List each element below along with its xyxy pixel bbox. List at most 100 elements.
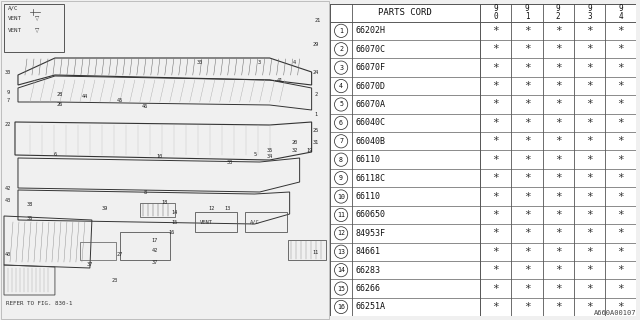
Text: *: * [617,210,624,220]
Text: *: * [586,228,593,238]
Text: *: * [492,100,499,109]
Text: *: * [492,155,499,165]
Text: 2: 2 [339,46,343,52]
Text: *: * [492,118,499,128]
Text: *: * [492,173,499,183]
Text: *: * [492,228,499,238]
Text: 23: 23 [112,277,118,283]
Text: 10: 10 [157,155,163,159]
Text: *: * [586,302,593,312]
Text: 8: 8 [143,189,147,195]
Text: 5: 5 [339,101,343,108]
Text: 37: 37 [87,262,93,268]
Bar [4,4,64,52]
Text: 44: 44 [82,93,88,99]
Text: *: * [492,284,499,293]
Text: *: * [555,228,561,238]
Text: *: * [524,26,531,36]
Text: 20: 20 [291,140,298,145]
Text: 14: 14 [337,267,345,273]
Text: 84661: 84661 [356,247,381,256]
Text: *: * [492,26,499,36]
Text: 45: 45 [116,98,123,102]
Text: *: * [492,81,499,91]
Text: VENT: VENT [8,28,22,33]
Text: *: * [586,26,593,36]
Text: 3: 3 [339,65,343,71]
Text: *: * [555,173,561,183]
Text: *: * [492,63,499,73]
Text: 30: 30 [5,69,11,75]
Text: *: * [555,136,561,146]
Text: *: * [617,247,624,257]
Text: *: * [524,118,531,128]
Text: *: * [524,100,531,109]
Text: *: * [617,228,624,238]
Text: 34: 34 [266,155,273,159]
Text: *: * [555,210,561,220]
Text: 17: 17 [152,237,158,243]
Text: 66110: 66110 [356,155,381,164]
Bar [244,212,287,232]
Text: 41: 41 [276,77,283,83]
Text: *: * [524,302,531,312]
Text: 5: 5 [253,153,256,157]
Text: VENT: VENT [8,16,22,21]
Text: *: * [524,136,531,146]
Text: *: * [524,228,531,238]
Text: ▽: ▽ [35,28,39,33]
Text: *: * [617,136,624,146]
Text: 66266: 66266 [356,284,381,293]
Text: 32: 32 [291,148,298,153]
Text: 66283: 66283 [356,266,381,275]
Text: 8: 8 [339,157,343,163]
Text: *: * [586,136,593,146]
Text: *: * [555,191,561,202]
Text: 66118C: 66118C [356,173,386,183]
Bar [80,242,116,260]
Text: 9
4: 9 4 [618,4,623,21]
Text: 66070F: 66070F [356,63,386,72]
Text: *: * [555,118,561,128]
Bar [140,203,175,217]
Text: PARTS CORD: PARTS CORD [378,8,432,17]
Text: 36: 36 [27,215,33,220]
Text: *: * [524,173,531,183]
Text: *: * [617,302,624,312]
Text: *: * [492,247,499,257]
Text: 35: 35 [266,148,273,153]
Text: 22: 22 [5,123,11,127]
Text: REFER TO FIG. 830-1: REFER TO FIG. 830-1 [6,301,72,306]
Bar [120,232,170,260]
Text: *: * [617,284,624,293]
Text: *: * [617,155,624,165]
Text: *: * [524,247,531,257]
Text: 66251A: 66251A [356,302,386,311]
Text: 40: 40 [5,252,11,258]
Text: 6: 6 [339,120,343,126]
Text: *: * [617,44,624,54]
Text: *: * [555,63,561,73]
Text: *: * [586,44,593,54]
Text: A/C: A/C [250,220,259,225]
Text: VENT: VENT [200,220,212,225]
Text: *: * [586,81,593,91]
Text: *: * [492,191,499,202]
Text: *: * [555,265,561,275]
Text: 19: 19 [307,148,313,153]
Text: 3: 3 [258,60,261,65]
Text: 15: 15 [172,220,178,225]
Text: 2: 2 [314,92,317,98]
Text: *: * [586,191,593,202]
Text: *: * [524,44,531,54]
Text: A660A00107: A660A00107 [595,310,637,316]
Text: A/C: A/C [8,6,19,11]
Text: 26: 26 [57,102,63,108]
Text: *: * [492,302,499,312]
Text: 12: 12 [209,205,215,211]
Text: 13: 13 [225,205,231,211]
Text: 30: 30 [196,60,203,65]
Text: 84953F: 84953F [356,229,386,238]
Text: *: * [617,173,624,183]
Bar [287,240,326,260]
